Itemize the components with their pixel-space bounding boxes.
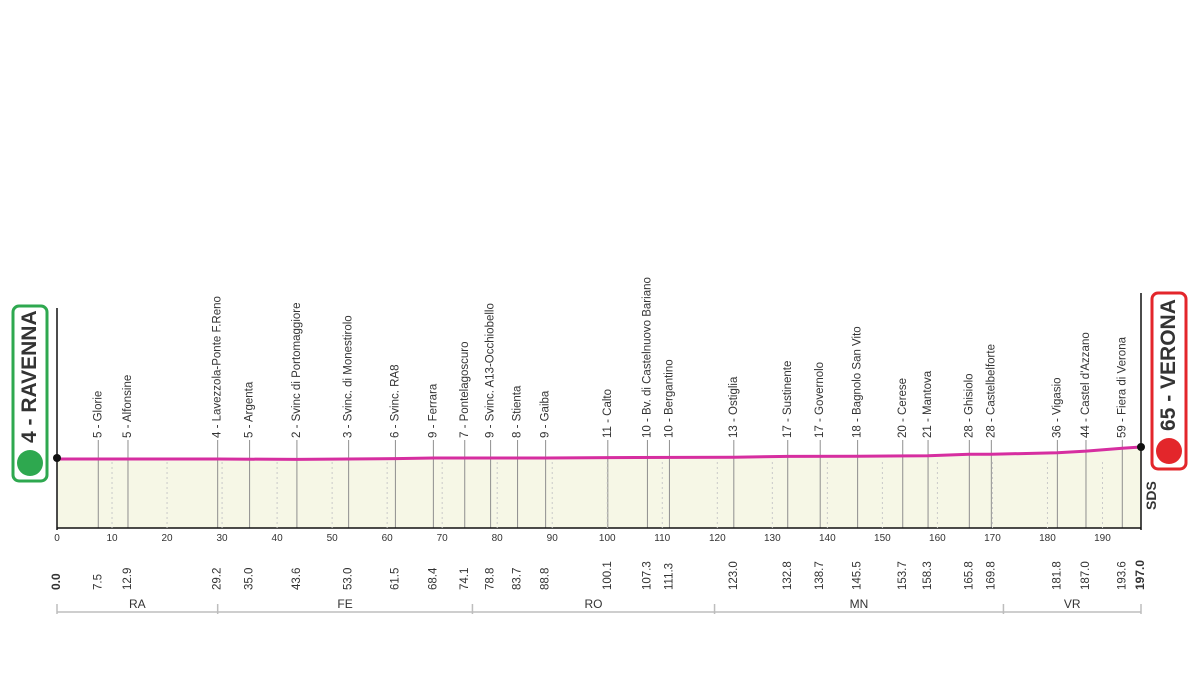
province-label: FE: [337, 597, 352, 611]
province-label: VR: [1064, 597, 1081, 611]
start-km-label: 0.0: [49, 573, 63, 590]
waypoint-km-label: 43.6: [291, 568, 303, 590]
start-badge: 4 - RAVENNA: [11, 304, 49, 483]
waypoint-label: 7 - Pontelagoscuro: [459, 341, 471, 438]
waypoint-label: 10 - Bergantino: [663, 359, 675, 438]
waypoint-label: 3 - Svinc. di Monestirolo: [343, 315, 355, 438]
waypoint-label: 5 - Alfonsine: [122, 375, 134, 438]
start-separator: -: [18, 413, 41, 432]
waypoint-km-label: 158.3: [922, 561, 934, 590]
waypoint-km-label: 153.7: [897, 561, 909, 590]
waypoint-label: 8 - Stienta: [512, 385, 524, 438]
waypoint-label: 44 - Castel d'Azzano: [1080, 332, 1092, 438]
start-altitude: 4: [18, 431, 41, 443]
waypoint-label: 6 - Svinc. RA8: [389, 365, 401, 439]
x-tick-label: 120: [709, 533, 726, 544]
waypoint-km-label: 169.8: [985, 561, 997, 590]
waypoint-km-label: 35.0: [244, 568, 256, 590]
finish-badge: 65 - VERONA: [1150, 291, 1188, 471]
waypoint-label: 9 - Gaiba: [540, 390, 552, 438]
waypoint-km-label: 29.2: [212, 568, 224, 590]
x-tick-label: 110: [654, 533, 670, 544]
waypoint-km-label: 88.8: [540, 568, 552, 590]
start-name: RAVENNA: [18, 310, 41, 412]
waypoint-km-label: 100.1: [602, 561, 614, 590]
waypoint-label: 9 - Svinc. A13-Occhiobello: [485, 303, 497, 438]
x-tick-label: 80: [492, 533, 504, 544]
x-tick-label: 0: [54, 533, 60, 544]
waypoint-label: 9 - Ferrara: [427, 383, 439, 438]
waypoint-label: 59 - Fiera di Verona: [1116, 336, 1128, 438]
waypoint-km-label: 107.3: [641, 561, 653, 590]
waypoint-km-label: 83.7: [512, 568, 524, 590]
waypoint-label: 21 - Mantova: [922, 370, 934, 438]
waypoint-label: 10 - Bv. di Castelnuovo Bariano: [641, 277, 653, 438]
profile-area: [57, 447, 1141, 528]
waypoint-km-label: 7.5: [92, 574, 104, 590]
finish-name: VERONA: [1157, 299, 1180, 389]
x-tick-label: 70: [437, 533, 449, 544]
waypoint-km-label: 78.8: [485, 568, 497, 590]
waypoint-label: 13 - Ostiglia: [728, 376, 740, 438]
x-tick-label: 190: [1094, 533, 1111, 544]
waypoint-km-label: 132.8: [782, 561, 794, 590]
cyclist-icon: [1156, 438, 1182, 464]
finish-dot: [1137, 443, 1145, 451]
profile-line: [57, 445, 1142, 461]
svg-text:65 - VERONA: 65 - VERONA: [1157, 299, 1180, 431]
start-dot: [53, 454, 61, 462]
x-tick-label: 100: [599, 533, 616, 544]
x-tick-label: 50: [327, 533, 339, 544]
waypoint-km-label: 61.5: [389, 568, 401, 590]
x-tick-label: 40: [272, 533, 284, 544]
x-tick-label: 60: [382, 533, 394, 544]
x-tick-label: 10: [106, 533, 118, 544]
province-label: RO: [584, 597, 602, 611]
waypoint-label: 11 - Calto: [602, 389, 614, 438]
waypoint-label: 20 - Cerese: [897, 378, 909, 438]
waypoint-label: 4 - Lavezzola-Ponte F.Reno: [212, 296, 224, 438]
x-tick-label: 30: [217, 533, 229, 544]
waypoint-label: 36 - Vigasio: [1051, 377, 1063, 438]
waypoint-label: 17 - Governolo: [814, 362, 826, 438]
waypoint-label: 18 - Bagnolo San Vito: [852, 326, 864, 438]
finish-altitude: 65: [1157, 407, 1180, 431]
waypoint-km-label: 74.1: [459, 568, 471, 590]
x-tick-label: 150: [874, 533, 891, 544]
waypoint-label: 2 - Svinc di Portomaggiore: [291, 302, 303, 438]
waypoint-km-label: 53.0: [343, 568, 355, 590]
x-tick-label: 180: [1039, 533, 1056, 544]
x-tick-label: 170: [984, 533, 1001, 544]
waypoint-km-label: 138.7: [814, 561, 826, 590]
waypoint-label: 28 - Ghisiolo: [963, 373, 975, 438]
waypoint-km-label: 165.8: [963, 561, 975, 590]
x-tick-label: 90: [547, 533, 559, 544]
svg-text:4 - RAVENNA: 4 - RAVENNA: [18, 310, 41, 443]
waypoint-label: 17 - Sustinente: [782, 361, 794, 438]
finish-separator: -: [1157, 389, 1180, 408]
waypoint-km-label: 187.0: [1080, 561, 1092, 590]
finish-km-label: 197.0: [1133, 560, 1147, 590]
waypoint-km-label: 145.5: [852, 561, 864, 590]
waypoint-km-label: 111.3: [663, 563, 675, 590]
x-tick-label: 20: [161, 533, 173, 544]
waypoint-km-label: 68.4: [427, 567, 439, 590]
cyclist-icon: [17, 450, 43, 476]
x-tick-label: 130: [764, 533, 781, 544]
province-label: MN: [850, 597, 869, 611]
waypoint-km-label: 193.6: [1116, 561, 1128, 590]
waypoint-label: 5 - Argenta: [244, 381, 256, 438]
x-tick-label: 160: [929, 533, 946, 544]
waypoint-km-label: 123.0: [728, 561, 740, 590]
waypoint-label: 28 - Castelbelforte: [985, 344, 997, 438]
waypoint-km-label: 12.9: [122, 568, 134, 590]
sds-watermark: SDS: [1143, 481, 1159, 510]
x-tick-label: 140: [819, 533, 836, 544]
province-label: RA: [129, 597, 146, 611]
waypoint-km-label: 181.8: [1051, 561, 1063, 590]
waypoint-label: 5 - Glorie: [92, 391, 104, 438]
